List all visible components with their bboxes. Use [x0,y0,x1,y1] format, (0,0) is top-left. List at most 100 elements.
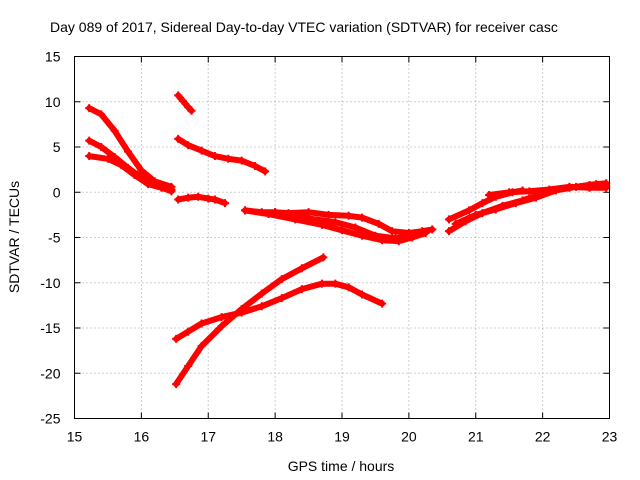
data-point [220,199,229,208]
data-point [391,234,400,243]
data-point [184,193,193,202]
data-point [257,289,266,298]
data-point [224,154,233,163]
data-point [378,299,387,308]
data-point [319,253,328,262]
data-point [277,275,286,284]
y-tick-label: -20 [40,365,60,381]
data-point [257,302,266,311]
data-point [174,134,183,143]
data-point [217,322,226,331]
x-tick-label: 16 [134,429,150,445]
x-tick-label: 22 [535,429,551,445]
series-line [173,280,386,342]
data-point [491,205,500,214]
series-arc-10 [172,253,328,389]
data-point [505,188,514,197]
data-point [97,143,106,151]
data-point [371,231,380,240]
y-tick-label: 5 [53,139,61,155]
data-point [511,199,520,208]
axis-ticks: 15 16 17 18 19 20 21 22 23 -25 -20 -15 -10 -5 0 5 10 15 [40,49,617,445]
data-point [344,283,353,292]
data-point [197,146,206,155]
data-point [124,147,132,156]
data-point [144,180,153,189]
data-point [324,210,333,219]
data-point [251,162,260,171]
series-arc-9 [271,208,413,243]
series-arc-5 [174,134,270,176]
x-tick-label: 17 [200,429,216,445]
data-point [451,219,460,228]
x-tick-label: 18 [267,429,283,445]
data-point [184,327,193,336]
data-point [103,154,112,163]
y-axis-label: SDTVAR / TECUs [6,181,22,293]
y-tick-label: -25 [40,411,60,427]
data-point [237,156,246,165]
y-tick-label: 0 [53,184,61,200]
data-point [485,190,494,199]
data-point [197,342,206,351]
data-point [585,183,594,192]
data-point [358,290,367,299]
data-point [264,209,273,218]
y-tick-label: 10 [45,94,61,110]
x-tick-label: 21 [468,429,484,445]
data-point [421,228,430,237]
data-point [565,182,574,191]
data-point [445,227,453,236]
data-point [317,279,326,288]
data-point [525,187,534,196]
chart-title: Day 089 of 2017, Sidereal Day-to-day VTE… [50,19,558,35]
x-tick-label: 19 [334,429,350,445]
data-point [374,219,383,228]
data-point [428,225,437,234]
data-point [184,362,193,371]
data-point [97,110,106,119]
data-point [338,226,346,235]
data-point [331,218,340,227]
data-point [237,308,246,317]
data-point [130,171,139,180]
series-arc-11 [172,279,387,343]
data-point [172,380,181,389]
y-tick-label: -5 [48,230,61,246]
data-point [297,264,306,273]
data-point [445,215,453,224]
data-point [277,294,286,303]
data-point [388,227,397,236]
data-point [531,193,540,202]
y-tick-label: -15 [40,320,60,336]
series-line [173,254,327,388]
data-point [85,104,94,113]
data-point [194,192,203,201]
data-point [117,161,126,170]
data-point [137,166,146,175]
series-line [86,153,175,195]
data-point [602,183,611,192]
x-axis-label: GPS time / hours [288,458,395,474]
data-point [471,210,480,219]
data-point [172,334,181,343]
series-line [175,92,195,114]
data-point [465,206,474,215]
y-tick-label: -10 [40,275,60,291]
grid [74,56,610,419]
data-point [187,106,196,115]
x-tick-label: 15 [67,429,83,445]
data-point [351,223,360,232]
data-point [174,91,183,100]
series-arc-15 [485,182,611,199]
data-point [85,152,94,161]
data-point [204,194,213,203]
data-point [110,126,119,135]
data-point [167,187,176,196]
data-point [241,206,250,215]
x-tick-label: 23 [602,429,618,445]
data-point [304,214,313,223]
x-tick-label: 20 [401,429,417,445]
data-point [331,279,340,288]
